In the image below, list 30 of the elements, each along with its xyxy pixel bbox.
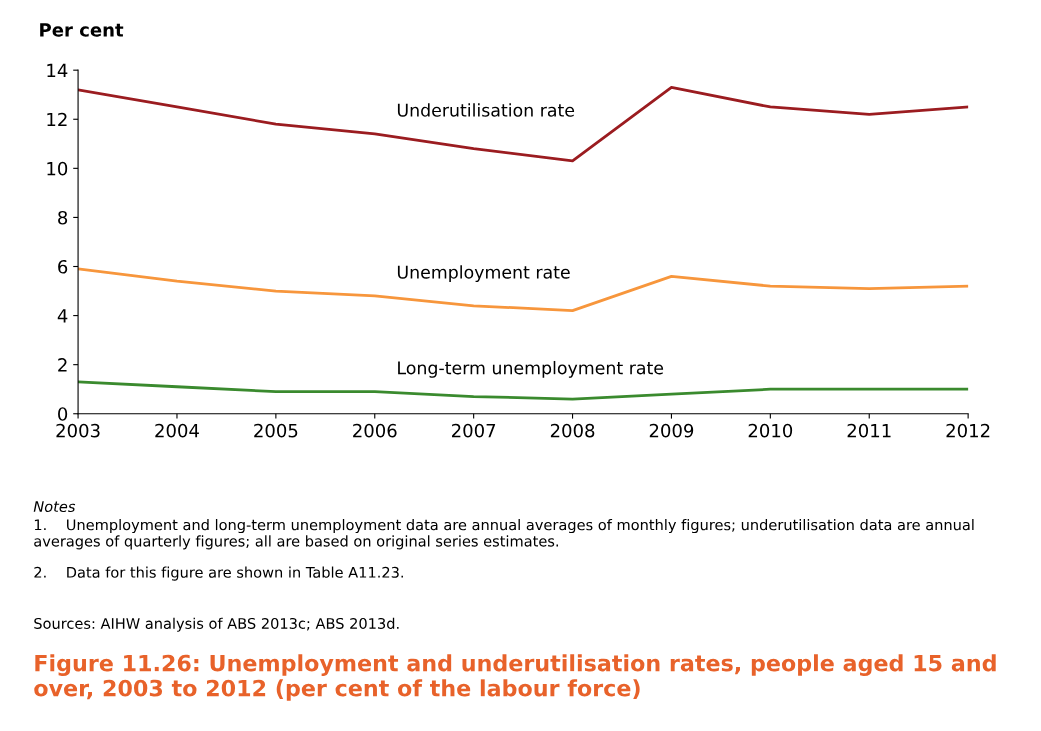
x-tick-label: 2003 bbox=[56, 423, 100, 438]
text: Notes bbox=[33, 501, 76, 513]
y-tick-label: 12 bbox=[47, 112, 67, 127]
x-tick-label: 2010 bbox=[748, 423, 793, 438]
y-tick-label: 14 bbox=[47, 63, 68, 78]
y-tick-label: 6 bbox=[58, 259, 68, 274]
x-tick-label: 2011 bbox=[847, 423, 891, 438]
x-tick-label: 2004 bbox=[155, 423, 199, 438]
series-label: Long-term unemployment rate bbox=[398, 360, 664, 378]
source-note: Sources: AIHW analysis of ABS 2013c; ABS 2013d. bbox=[34, 617, 399, 632]
y-tick-label: 0 bbox=[58, 407, 68, 421]
line-series bbox=[78, 85, 969, 163]
x-tick-label: 2012 bbox=[946, 423, 990, 438]
text: 1. Unemployment and long-term unemployment data are annual averages of monthly figures; underutilisation data are annual averages of quarterly figures; all are based on original series estimates. bbox=[34, 519, 974, 550]
x-tick-label: 2007 bbox=[452, 423, 496, 438]
line-series bbox=[78, 380, 969, 401]
series-label: Unemployment rate bbox=[397, 265, 570, 283]
x-tick-label: 2006 bbox=[353, 423, 397, 438]
x-tick-label: 2009 bbox=[649, 423, 694, 438]
y-tick-label: 8 bbox=[58, 210, 68, 225]
y-tick-label: 10 bbox=[47, 161, 68, 176]
series-label: Underutilisation rate bbox=[397, 103, 575, 117]
x-tick-label: 2005 bbox=[254, 423, 298, 438]
line-series bbox=[78, 267, 969, 313]
x-tick-label: 2008 bbox=[550, 423, 595, 438]
y-tick-label: 2 bbox=[58, 358, 67, 372]
text: 2. Data for this figure are shown in Table A11.23. bbox=[34, 566, 403, 581]
y-tick-label: 4 bbox=[57, 309, 68, 323]
text: Figure 11.26: Unemployment and underutilisation rates, people aged 15 and over, 2003 to 2012 (per cent of the labour force) bbox=[34, 654, 996, 701]
y-axis-title: Per cent bbox=[40, 23, 124, 37]
